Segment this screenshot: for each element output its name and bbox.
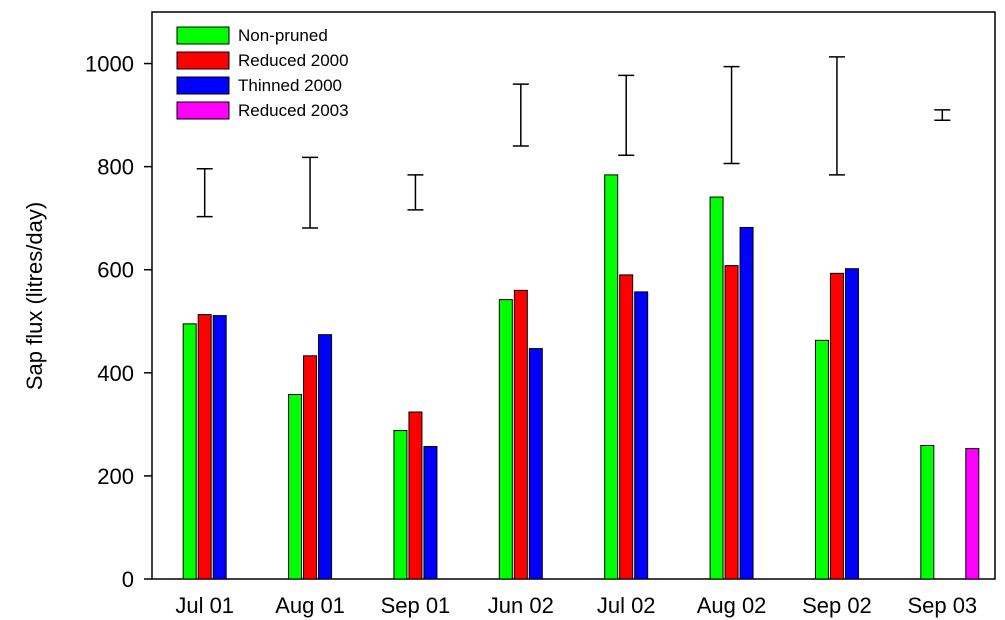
bar-thinned-2000 [423,446,438,580]
bar-non-pruned [498,299,513,580]
x-tick-label: Jul 01 [175,593,234,618]
x-tick-label: Aug 01 [275,593,345,618]
legend-swatch [176,101,230,120]
bar-thinned-2000 [634,291,649,580]
error-bar [302,156,319,229]
legend-label: Thinned 2000 [238,76,342,95]
bar-non-pruned [814,339,829,580]
bar-thinned-2000 [318,334,333,580]
x-tick-label: Sep 03 [907,593,977,618]
error-bar [407,174,424,211]
bar-non-pruned [393,430,408,580]
bar-reduced-2000 [513,289,528,580]
x-tick-label: Jun 02 [488,593,554,618]
bar-reduced-2000 [724,265,739,580]
legend-swatch [176,51,230,70]
y-axis-title: Sap flux (litres/day) [22,202,47,390]
bar-non-pruned [709,196,724,580]
bar-reduced-2000 [619,274,634,580]
y-tick-label: 1000 [85,52,134,77]
error-bar [618,74,635,157]
bar-reduced-2000 [197,314,212,580]
legend-label: Reduced 2003 [238,101,349,120]
x-tick-label: Aug 02 [697,593,767,618]
bar-thinned-2000 [844,268,859,580]
error-bar [196,167,213,218]
x-axis-ticks: Jul 01 Aug 01 Sep 01 Jun 02 Jul 02 Aug 02 Sep … [175,593,977,618]
error-bar [723,65,740,165]
y-tick-label: 0 [122,567,134,592]
bar-reduced-2000 [829,272,844,580]
y-tick-label: 400 [97,361,134,386]
legend-swatch [176,76,230,95]
legend-swatch [176,26,230,45]
y-axis-ticks: 0 200 400 600 800 1000 [85,52,152,592]
error-bar [934,109,951,121]
bar-non-pruned [182,323,197,580]
x-tick-label: Sep 02 [802,593,872,618]
bar-non-pruned [604,174,619,580]
error-bar [828,56,845,176]
y-tick-label: 200 [97,464,134,489]
plot-frame [151,11,996,580]
bar-reduced-2000 [303,355,318,580]
x-tick-label: Sep 01 [381,593,451,618]
bar-reduced-2003 [965,448,980,580]
x-tick-label: Jul 02 [597,593,656,618]
bar-thinned-2000 [212,315,227,580]
bar-thinned-2000 [528,348,543,580]
legend: Non-pruned Reduced 2000 Thinned 2000 Reduce… [176,26,349,120]
error-bars [196,56,951,229]
y-tick-label: 600 [97,258,134,283]
bar-reduced-2000 [408,411,423,580]
y-tick-label: 800 [97,155,134,180]
bar-thinned-2000 [739,226,754,580]
error-bar [512,83,529,147]
bar-non-pruned [920,444,935,580]
bars [182,174,980,580]
legend-label: Non-pruned [238,26,328,45]
legend-label: Reduced 2000 [238,51,349,70]
bar-non-pruned [288,393,303,580]
